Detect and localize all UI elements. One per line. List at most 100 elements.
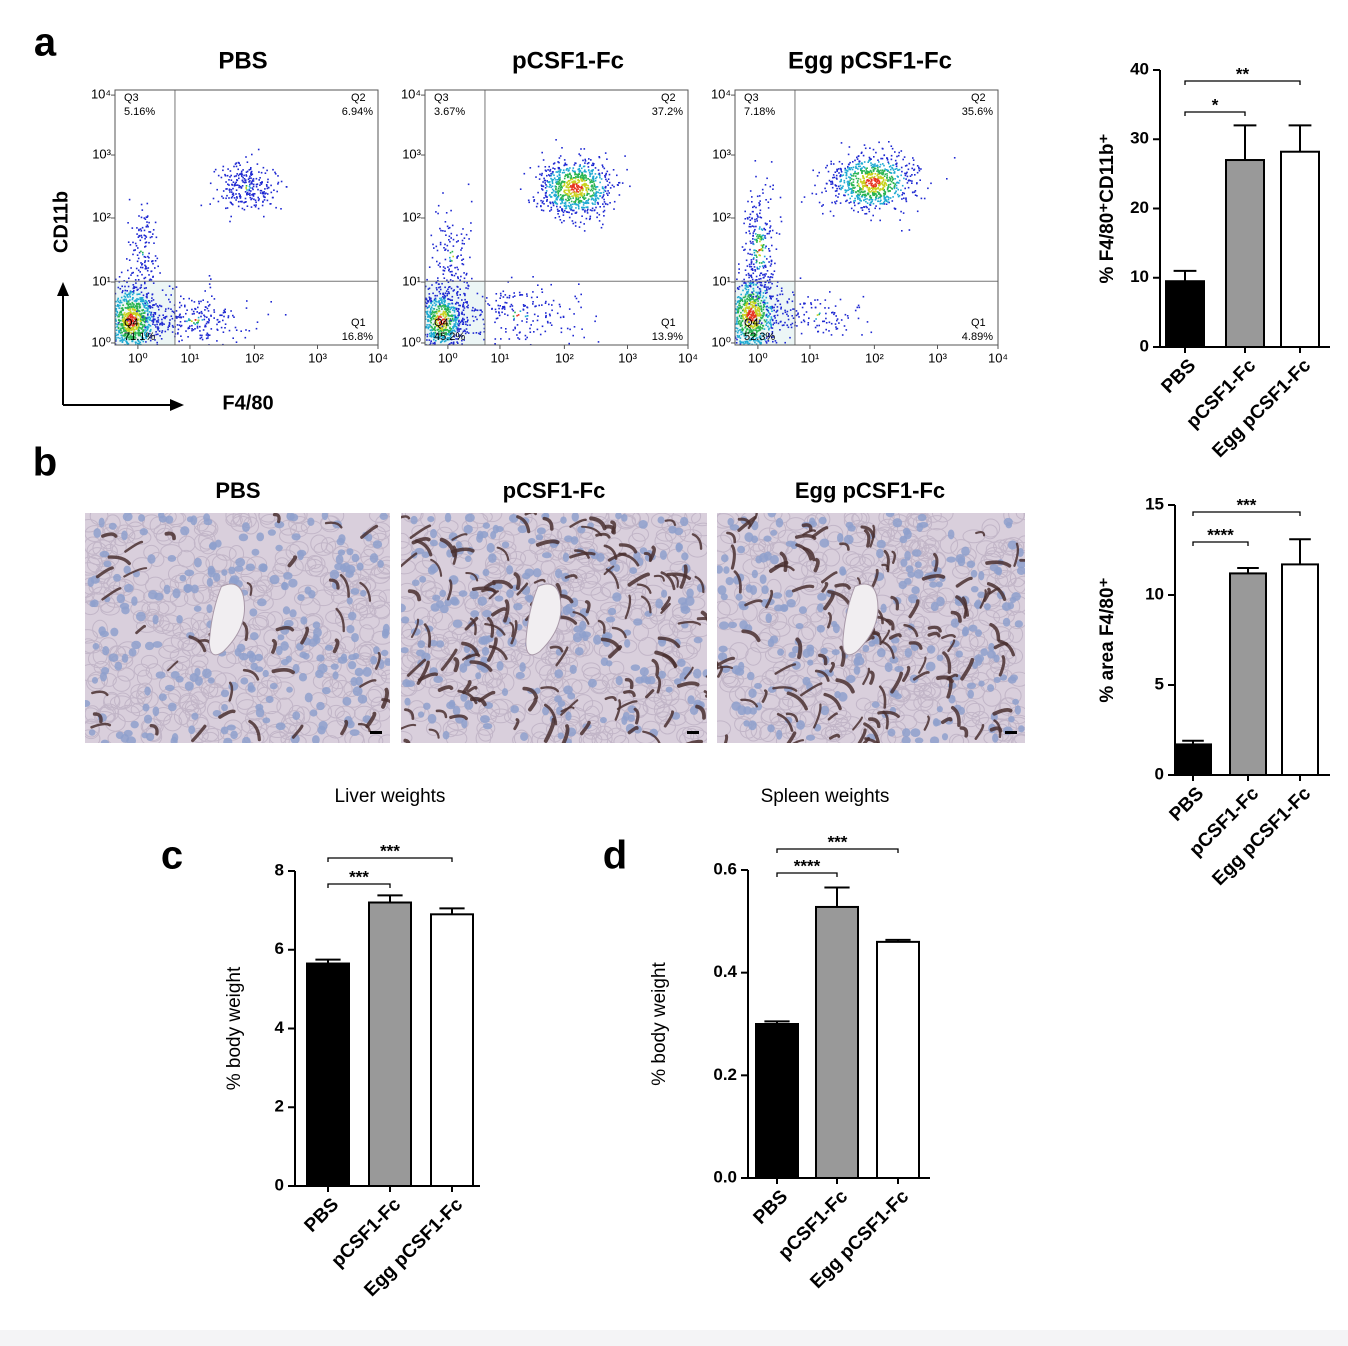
event-dot <box>579 196 581 199</box>
event-dot <box>582 188 584 191</box>
event-dot <box>505 328 507 330</box>
event-dot <box>170 294 172 296</box>
event-dot <box>561 180 564 183</box>
event-dot <box>130 267 132 269</box>
event-dot <box>167 328 169 331</box>
event-dot <box>447 298 449 300</box>
event-dot <box>448 268 450 270</box>
event-dot <box>444 258 447 261</box>
event-dot <box>167 307 170 310</box>
event-dot <box>747 320 749 322</box>
event-dot <box>126 333 129 336</box>
event-dot <box>449 315 452 317</box>
event-dot <box>178 314 181 317</box>
event-dot <box>433 332 435 334</box>
event-dot <box>255 327 258 330</box>
event-dot <box>453 314 455 317</box>
event-dot <box>746 217 749 219</box>
event-dot <box>863 144 866 146</box>
event-dot <box>905 197 907 199</box>
event-dot <box>146 224 149 226</box>
event-dot <box>755 259 758 261</box>
event-dot <box>124 289 127 292</box>
event-dot <box>506 296 509 299</box>
event-dot <box>762 300 765 303</box>
event-dot <box>452 319 454 321</box>
event-dot <box>784 309 786 312</box>
event-dot <box>193 322 195 324</box>
y-tick-label: 10⁰ <box>91 334 111 349</box>
event-dot <box>770 325 772 328</box>
event-dot <box>432 308 435 310</box>
event-dot <box>542 185 545 188</box>
event-dot <box>130 274 132 276</box>
event-dot <box>145 307 147 309</box>
event-dot <box>179 301 181 304</box>
event-dot <box>878 207 881 210</box>
event-dot <box>456 292 458 295</box>
event-dot <box>246 161 249 163</box>
event-dot <box>606 170 609 173</box>
event-dot <box>569 207 571 210</box>
event-dot <box>430 325 433 328</box>
event-dot <box>891 167 894 170</box>
event-dot <box>116 326 118 328</box>
event-dot <box>745 366 747 368</box>
event-dot <box>117 301 120 303</box>
event-dot <box>740 355 742 357</box>
event-dot <box>455 321 457 323</box>
event-dot <box>756 325 758 328</box>
event-dot <box>572 189 575 191</box>
event-dot <box>442 273 445 275</box>
event-dot <box>551 304 553 306</box>
event-dot <box>582 201 584 204</box>
event-dot <box>444 322 447 325</box>
event-dot <box>122 290 124 292</box>
event-dot <box>481 311 483 313</box>
event-dot <box>463 237 466 239</box>
event-dot <box>246 205 249 207</box>
event-dot <box>738 306 740 309</box>
event-dot <box>594 320 596 323</box>
event-dot <box>440 341 443 343</box>
event-dot <box>522 309 525 311</box>
event-dot <box>756 266 759 269</box>
event-dot <box>503 308 506 310</box>
event-dot <box>578 201 581 203</box>
event-dot <box>206 316 208 319</box>
event-dot <box>226 207 229 209</box>
event-dot <box>157 333 159 336</box>
event-dot <box>755 295 757 298</box>
event-dot <box>773 322 775 324</box>
event-dot <box>538 304 540 307</box>
event-dot <box>497 304 500 307</box>
event-dot <box>568 205 571 208</box>
event-dot <box>188 327 191 329</box>
event-dot <box>502 290 505 293</box>
event-dot <box>577 168 579 171</box>
event-dot <box>142 366 144 368</box>
event-dot <box>853 202 855 204</box>
event-dot <box>167 326 169 329</box>
event-dot <box>429 317 432 319</box>
event-dot <box>618 194 621 196</box>
event-dot <box>447 313 449 316</box>
event-dot <box>585 188 588 190</box>
event-dot <box>579 221 582 224</box>
event-dot <box>550 177 552 180</box>
event-dot <box>860 207 862 209</box>
panel-label: c <box>161 834 183 878</box>
event-dot <box>589 179 591 181</box>
event-dot <box>733 314 735 316</box>
event-dot <box>509 305 512 308</box>
event-dot <box>430 307 432 310</box>
event-dot <box>565 163 568 166</box>
event-dot <box>551 185 554 188</box>
event-dot <box>586 191 589 193</box>
event-dot <box>261 204 264 207</box>
event-dot <box>760 316 762 319</box>
event-dot <box>894 208 896 210</box>
event-dot <box>225 197 227 200</box>
event-dot <box>425 316 427 318</box>
event-dot <box>144 318 146 320</box>
